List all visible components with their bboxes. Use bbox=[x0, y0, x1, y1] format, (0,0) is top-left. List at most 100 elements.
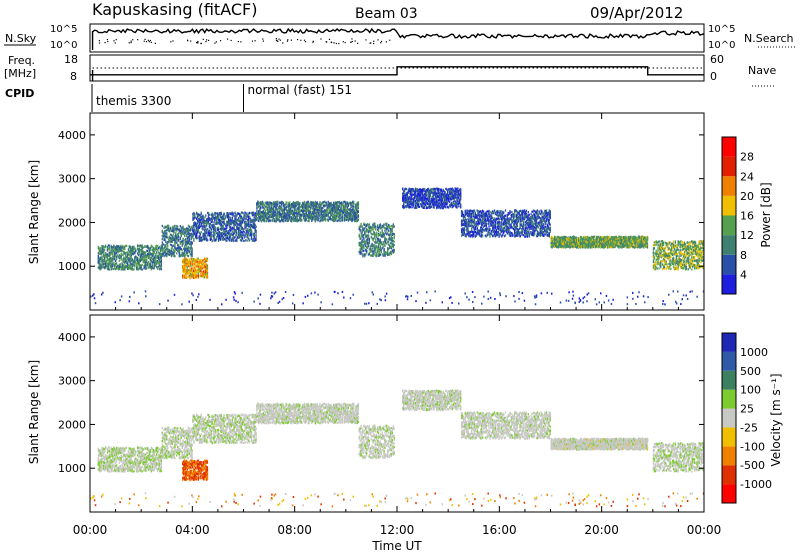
power-echo-cell bbox=[333, 208, 335, 211]
nsearch-label: N.Search bbox=[744, 32, 794, 45]
power-echo-cell bbox=[193, 224, 195, 227]
power-echo-cell bbox=[321, 210, 323, 214]
power-echo-cell bbox=[405, 200, 408, 204]
power-echo-cell bbox=[228, 220, 231, 223]
power-echo-cell bbox=[203, 272, 205, 275]
power-echo-cell bbox=[196, 271, 199, 274]
power-echo-cell bbox=[206, 211, 209, 214]
power-echo-cell bbox=[214, 231, 216, 234]
power-echo-cell bbox=[239, 220, 242, 223]
power-echo-cell bbox=[291, 203, 293, 206]
power-echo-cell bbox=[271, 215, 274, 218]
power-echo-cell bbox=[165, 240, 167, 243]
power-echo-cell bbox=[346, 202, 349, 205]
power-echo-cell bbox=[333, 213, 335, 217]
power-echo-cell bbox=[237, 226, 239, 229]
power-echo-cell bbox=[217, 214, 219, 217]
power-echo-cell bbox=[248, 225, 251, 228]
power-echo-cell bbox=[248, 211, 251, 215]
power-echo-cell bbox=[324, 201, 327, 204]
power-echo-cell bbox=[111, 246, 113, 249]
power-echo-cell bbox=[165, 253, 167, 257]
power-echo-cell bbox=[229, 236, 232, 239]
power-echo-cell bbox=[304, 219, 307, 222]
power-echo-cell bbox=[300, 213, 302, 216]
power-echo-cell bbox=[99, 266, 101, 269]
power-echo-cell bbox=[261, 211, 264, 214]
power-echo-cell bbox=[183, 248, 185, 251]
power-echo-cell bbox=[205, 214, 207, 217]
power-echo-cell bbox=[110, 265, 112, 268]
power-echo-cell bbox=[366, 238, 369, 241]
power-echo-cell bbox=[198, 222, 201, 225]
power-echo-cell bbox=[204, 235, 206, 238]
nsearch-dot bbox=[303, 39, 306, 41]
power-echo-cell bbox=[353, 203, 355, 206]
power-echo-cell bbox=[201, 227, 203, 230]
power-echo-cell bbox=[213, 239, 215, 242]
power-echo-cell bbox=[381, 229, 383, 232]
power-echo-cell bbox=[197, 224, 200, 227]
power-echo-cell bbox=[204, 230, 206, 233]
power-echo-cell bbox=[109, 258, 111, 261]
power-echo-cell bbox=[299, 218, 301, 221]
power-echo-cell bbox=[224, 231, 226, 234]
power-echo-cell bbox=[178, 251, 181, 254]
nsearch-dot bbox=[331, 41, 333, 44]
power-echo-cell bbox=[170, 252, 172, 255]
power-echo-cell bbox=[192, 232, 194, 235]
power-echo-cell bbox=[374, 225, 376, 228]
power-echo-cell bbox=[242, 216, 244, 219]
power-echo-cell bbox=[318, 207, 320, 210]
power-echo-cell bbox=[221, 221, 223, 224]
power-echo-cell bbox=[117, 251, 120, 254]
power-echo-cell bbox=[358, 242, 360, 245]
power-echo-cell bbox=[189, 270, 191, 273]
power-echo-cell bbox=[248, 218, 250, 222]
power-echo-cell bbox=[127, 259, 130, 262]
power-echo-cell bbox=[268, 212, 270, 215]
power-echo-cell bbox=[375, 241, 377, 245]
power-echo-cell bbox=[219, 227, 222, 231]
power-echo-cell bbox=[281, 219, 284, 222]
power-echo-cell bbox=[220, 211, 222, 214]
power-echo-cell bbox=[186, 259, 188, 262]
power-echo-cell bbox=[386, 252, 388, 255]
power-echo-cell bbox=[111, 266, 113, 269]
power-echo-cell bbox=[191, 276, 193, 279]
power-echo-cell bbox=[393, 244, 395, 247]
power-echo-cell bbox=[274, 208, 276, 211]
power-echo-cell bbox=[134, 260, 136, 264]
power-echo-cell bbox=[354, 213, 357, 216]
power-echo-cell bbox=[248, 221, 250, 224]
power-echo-cell bbox=[210, 237, 212, 241]
power-echo-cell bbox=[352, 201, 354, 204]
power-echo-cell bbox=[112, 248, 114, 251]
power-echo-cell bbox=[226, 214, 228, 217]
power-echo-cell bbox=[363, 223, 365, 226]
power-echo-cell bbox=[233, 222, 235, 225]
power-echo-cell bbox=[295, 213, 297, 216]
power-echo-cell bbox=[265, 202, 267, 205]
power-echo-cell bbox=[187, 224, 190, 227]
power-echo-cell bbox=[207, 213, 210, 216]
power-echo-cell bbox=[289, 208, 291, 211]
power-echo-cell bbox=[406, 200, 409, 203]
power-echo-cell bbox=[407, 199, 409, 202]
power-echo-cell bbox=[215, 239, 217, 242]
power-echo-cell bbox=[312, 212, 315, 216]
nsearch-dot bbox=[150, 41, 152, 44]
power-echo-cell bbox=[139, 258, 142, 261]
power-echo-cell bbox=[277, 218, 279, 221]
power-echo-cell bbox=[247, 218, 249, 221]
power-echo-cell bbox=[258, 201, 260, 204]
power-echo-cell bbox=[377, 247, 380, 250]
power-echo-cell bbox=[169, 240, 172, 243]
power-echo-cell bbox=[198, 217, 201, 220]
power-echo-cell bbox=[341, 210, 343, 214]
power-echo-cell bbox=[186, 252, 189, 255]
power-echo-cell bbox=[115, 249, 117, 252]
power-echo-cell bbox=[256, 213, 258, 216]
power-echo-cell bbox=[192, 264, 194, 267]
power-echo-cell bbox=[346, 206, 349, 209]
